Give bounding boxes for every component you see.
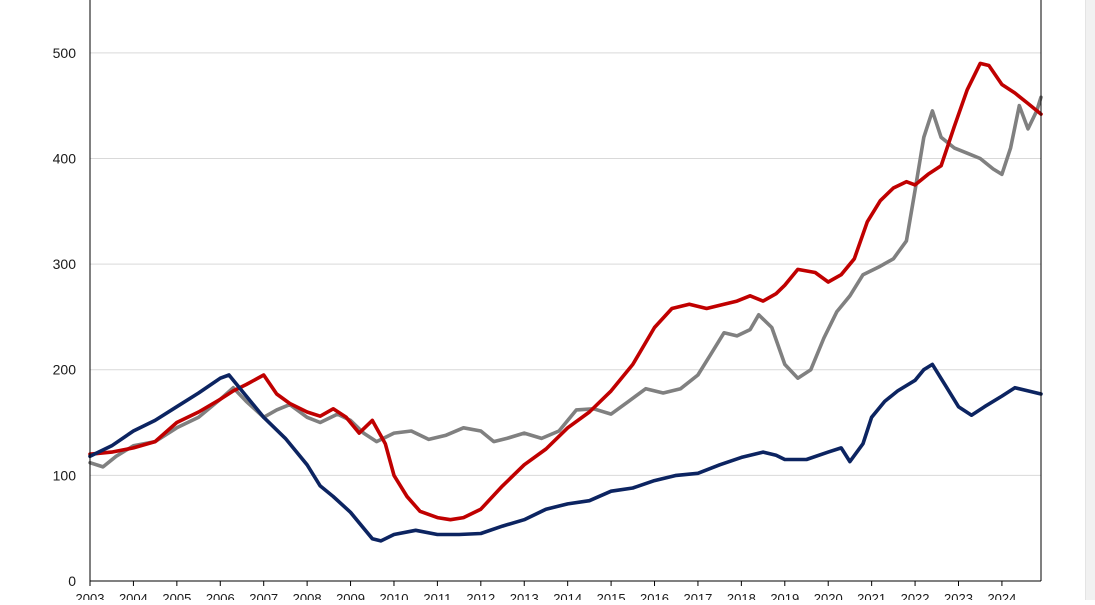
- series-line-0: [88, 61, 1043, 522]
- x-tick-label: 2011: [423, 591, 451, 600]
- series-line-2: [88, 362, 1043, 543]
- x-tick-label: 2013: [510, 591, 539, 600]
- y-tick-label: 100: [53, 467, 77, 483]
- y-tick-label: 400: [53, 150, 77, 166]
- series-lines: [88, 61, 1043, 543]
- x-tick-label: 2017: [683, 591, 712, 600]
- x-tick-label: 2024: [987, 591, 1016, 600]
- x-tick-label: 2005: [162, 591, 191, 600]
- x-tick-label: 2007: [249, 591, 278, 600]
- gridlines: [90, 52, 1041, 476]
- x-tick-label: 2021: [857, 591, 886, 600]
- x-tick-label: 2023: [944, 591, 973, 600]
- series-line-1: [88, 95, 1043, 469]
- vertical-scrollbar[interactable]: [1085, 0, 1095, 600]
- x-tick-label: 2008: [293, 591, 322, 600]
- x-tick-labels: 2003 2004 2005 2006 2007 2008 2009 2010 2011 2012…: [76, 591, 1017, 605]
- x-tick-label: 2019: [770, 591, 799, 600]
- x-tick-label: 2014: [553, 591, 582, 600]
- x-tick-label: 2009: [336, 591, 365, 600]
- x-tick-label: 2012: [466, 591, 495, 600]
- x-tick-label: 2004: [119, 591, 148, 600]
- x-tick-label: 2003: [76, 591, 105, 600]
- x-tick-label: 2016: [640, 591, 669, 600]
- axes: [89, 0, 1042, 586]
- y-tick-label: 0: [68, 573, 76, 589]
- y-tick-label: 500: [53, 45, 77, 61]
- y-tick-labels: 0 100 200 300 400 500: [53, 45, 77, 589]
- x-tick-label: 2006: [206, 591, 235, 600]
- y-tick-label: 200: [53, 362, 77, 378]
- x-tick-label: 2020: [814, 591, 843, 600]
- x-tick-label: 2010: [380, 591, 409, 600]
- y-tick-label: 300: [53, 256, 77, 272]
- x-tick-label: 2015: [597, 591, 626, 600]
- x-tick-label: 2022: [901, 591, 930, 600]
- x-tick-label: 2018: [727, 591, 756, 600]
